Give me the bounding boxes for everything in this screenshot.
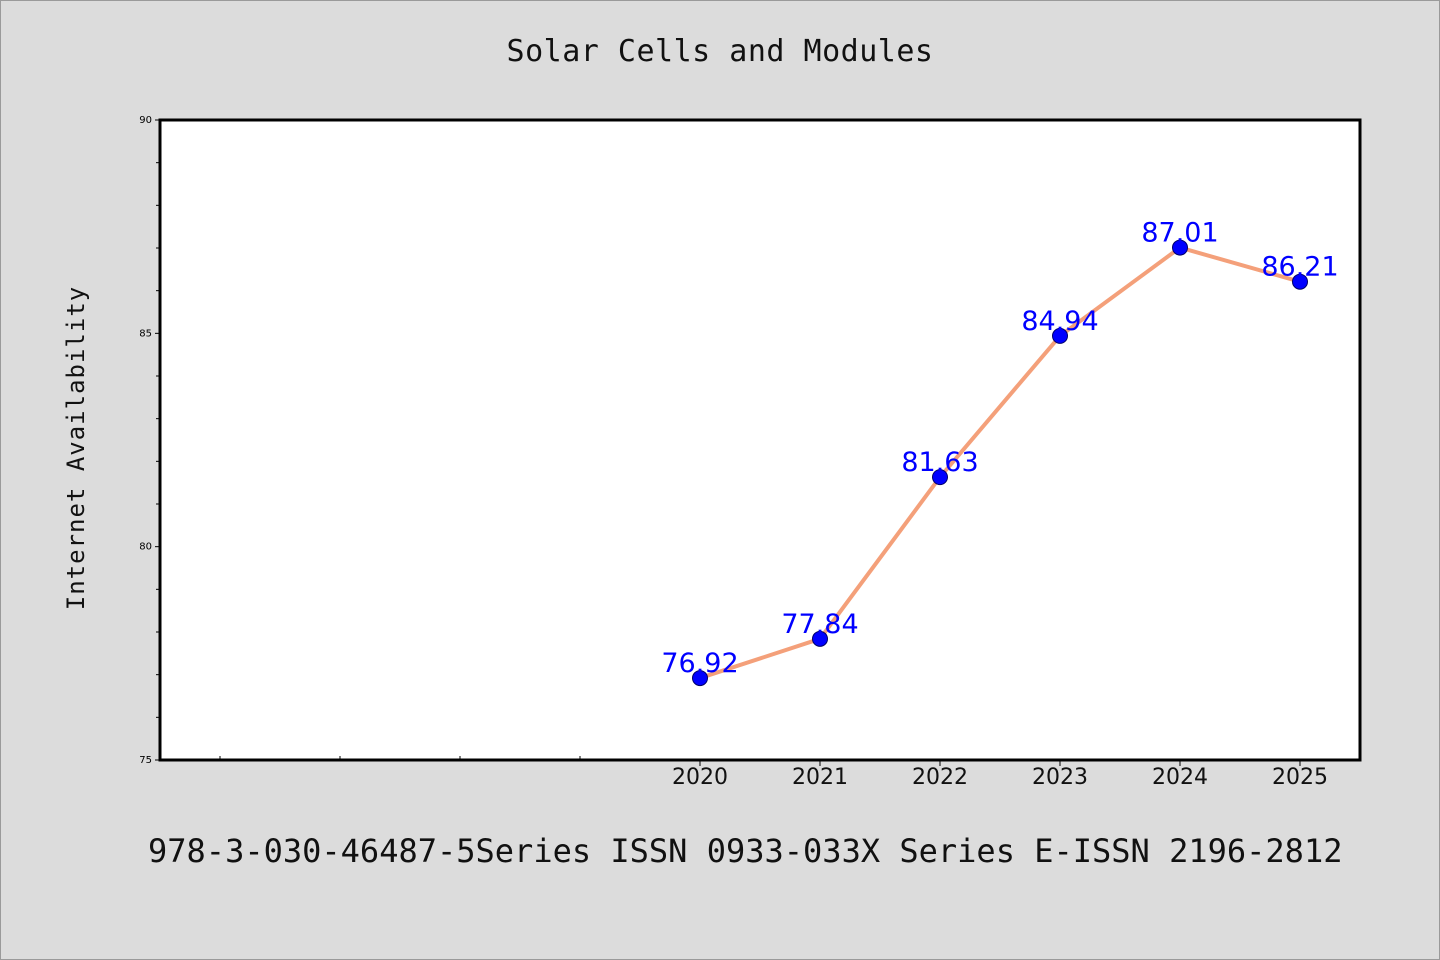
x-tick-label: 2023 <box>1032 765 1088 790</box>
y-tick-label: 80 <box>139 542 152 553</box>
data-label: 77.84 <box>781 609 858 640</box>
series-group: 76.92 77.84 81.63 84.94 87.01 86.21 <box>661 218 1339 687</box>
data-point-marker <box>1292 273 1308 290</box>
y-tick-label: 90 <box>139 115 152 126</box>
x-tick-label: 2024 <box>1152 765 1208 790</box>
plot-area <box>160 120 1360 760</box>
data-point-marker <box>932 469 948 486</box>
y-tick-label: 75 <box>139 755 152 766</box>
x-tick-label: 2022 <box>912 765 968 790</box>
y-axis-ticks: 75 80 85 90 <box>139 115 160 766</box>
data-label: 81.63 <box>901 447 978 478</box>
data-point-marker <box>692 670 708 687</box>
data-point-marker <box>812 630 828 647</box>
x-tick-label: 2020 <box>672 765 728 790</box>
data-point-marker <box>1052 327 1068 344</box>
y-tick-label: 85 <box>139 328 152 339</box>
x-axis-ticks: 2020 2021 2022 2023 2024 2025 <box>672 760 1328 790</box>
data-label: 84.94 <box>1021 306 1098 337</box>
data-label: 87.01 <box>1141 218 1218 249</box>
x-tick-label: 2025 <box>1272 765 1328 790</box>
series-line <box>698 245 1302 681</box>
plot-border <box>158 118 1362 762</box>
chart-title: Solar Cells and Modules <box>506 34 934 69</box>
x-tick-label: 2021 <box>792 765 848 790</box>
data-label: 86.21 <box>1261 252 1338 283</box>
data-label: 76.92 <box>661 648 738 679</box>
data-point-marker <box>1172 239 1188 256</box>
footer-text: 978-3-030-46487-5Series ISSN 0933-033X S… <box>148 832 1343 870</box>
